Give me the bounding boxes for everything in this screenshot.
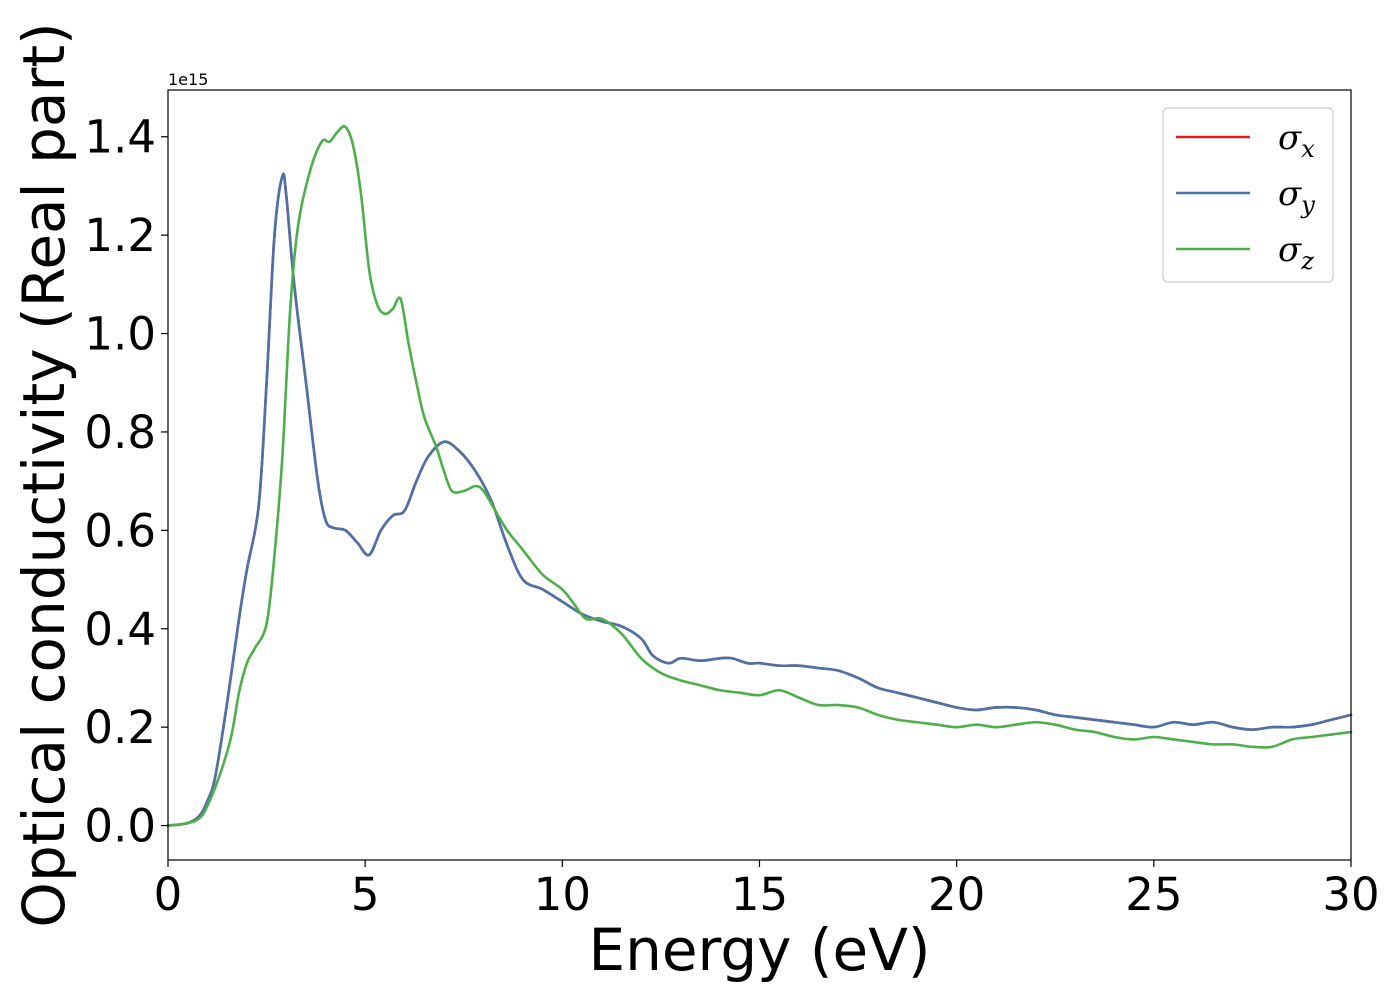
x-tick-label: 10 bbox=[534, 868, 591, 921]
y-offset-label: 1e15 bbox=[168, 70, 208, 89]
y-tick-label: 1.2 bbox=[84, 209, 156, 262]
x-axis-title: Energy (eV) bbox=[588, 916, 930, 984]
x-tick-label: 15 bbox=[731, 868, 788, 921]
legend-items: σx σy σz bbox=[1176, 118, 1315, 275]
x-tick-label: 0 bbox=[154, 868, 183, 921]
y-tick-label: 1.4 bbox=[84, 111, 156, 164]
y-tick-label: 0.0 bbox=[84, 800, 156, 853]
x-tick-label: 25 bbox=[1125, 868, 1182, 921]
legend-label-y: σy bbox=[1278, 174, 1315, 219]
legend: σx σy σz bbox=[1162, 107, 1334, 283]
y-tick-label: 0.6 bbox=[84, 504, 156, 557]
y-tick-label: 0.8 bbox=[84, 406, 156, 459]
y-axis-title: Optical conductivity (Real part) bbox=[10, 22, 78, 927]
x-axis: 0 5 10 15 20 25 30 bbox=[154, 860, 1380, 921]
x-tick-label: 20 bbox=[928, 868, 985, 921]
y-axis: 0.0 0.2 0.4 0.6 0.8 1.0 1.2 1.4 bbox=[84, 111, 168, 853]
y-tick-label: 0.2 bbox=[84, 701, 156, 754]
legend-label-z: σz bbox=[1278, 230, 1314, 275]
series-line-z bbox=[166, 124, 1353, 827]
x-tick-label: 5 bbox=[351, 868, 380, 921]
y-tick-label: 0.4 bbox=[84, 603, 156, 656]
legend-label-x: σx bbox=[1278, 118, 1315, 163]
x-tick-label: 30 bbox=[1322, 868, 1379, 921]
series-line-y bbox=[166, 172, 1353, 827]
series-layer bbox=[166, 124, 1353, 827]
y-tick-label: 1.0 bbox=[84, 308, 156, 361]
legend-box bbox=[1162, 107, 1334, 283]
plot-background bbox=[168, 90, 1351, 860]
